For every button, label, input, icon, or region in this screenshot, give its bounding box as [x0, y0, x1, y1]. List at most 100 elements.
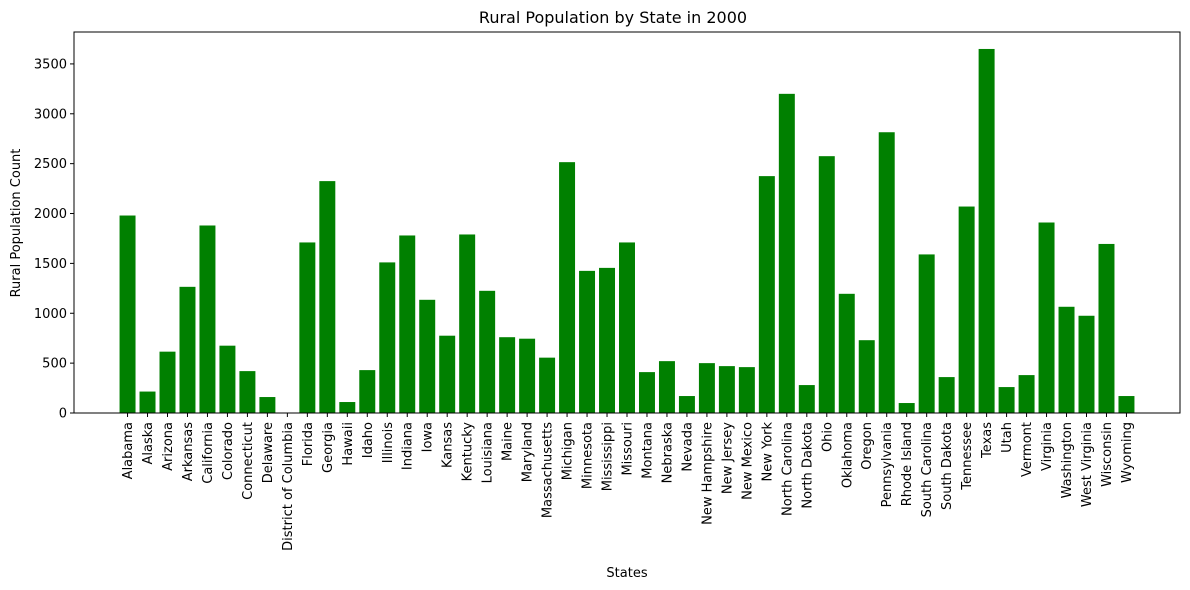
x-tick-label: Vermont	[1020, 422, 1035, 477]
x-tick-label: Oregon	[860, 422, 875, 470]
x-tick-label: Mississippi	[601, 422, 616, 491]
x-tick-label: South Carolina	[920, 422, 935, 517]
bar	[119, 215, 136, 413]
bar	[499, 337, 516, 413]
bar	[738, 367, 755, 413]
x-tick-label: Iowa	[421, 422, 436, 452]
y-tick-label: 0	[59, 407, 67, 422]
bar	[698, 363, 715, 413]
y-tick-label: 1000	[34, 307, 67, 322]
x-tick-label: Indiana	[401, 422, 416, 470]
bar	[1038, 222, 1055, 413]
x-tick-label: Alabama	[121, 422, 136, 479]
y-tick-label: 2500	[34, 157, 67, 172]
bar	[599, 267, 616, 413]
x-tick-label: New Mexico	[740, 422, 755, 500]
y-tick-label: 500	[42, 357, 67, 372]
bar	[219, 345, 236, 413]
x-tick-label: Nevada	[680, 422, 695, 472]
bar	[998, 387, 1015, 413]
bar	[898, 403, 915, 413]
x-tick-label: Washington	[1060, 422, 1075, 498]
x-tick-label: Montana	[640, 422, 655, 479]
bar	[1078, 315, 1095, 413]
bar	[758, 176, 775, 413]
bar	[918, 254, 935, 413]
x-tick-label: Rhode Island	[900, 422, 915, 506]
x-tick-label: New Jersey	[720, 422, 735, 494]
bar	[798, 385, 815, 413]
bar	[299, 242, 316, 413]
bar	[379, 262, 396, 413]
x-tick-label: Massachusetts	[541, 422, 556, 518]
bar	[399, 235, 416, 413]
plot-frame	[73, 31, 1181, 414]
bar	[619, 242, 635, 413]
x-tick-label: Maine	[501, 422, 516, 461]
bar	[319, 181, 336, 413]
bar	[778, 93, 795, 413]
x-tick-label: Hawaii	[341, 422, 356, 466]
x-tick-label: Nebraska	[660, 422, 675, 483]
bar	[559, 162, 576, 413]
bar	[579, 270, 596, 413]
x-tick-label: Virginia	[1040, 422, 1055, 471]
bar	[159, 351, 176, 413]
x-tick-label: District of Columbia	[281, 422, 296, 551]
bar	[1118, 396, 1135, 413]
bar	[139, 391, 156, 413]
x-tick-label: North Carolina	[780, 422, 795, 516]
y-tick-label: 1500	[34, 257, 67, 272]
x-tick-label: Kansas	[441, 422, 456, 468]
x-tick-label: Kentucky	[461, 422, 476, 482]
x-tick-label: Florida	[301, 422, 316, 466]
x-tick-label: New York	[760, 422, 775, 482]
y-tick-label: 2000	[34, 207, 67, 222]
x-tick-label: Delaware	[261, 422, 276, 483]
x-tick-label: Maryland	[521, 422, 536, 482]
x-tick-label: Alaska	[141, 422, 156, 465]
x-tick-label: Oklahoma	[840, 422, 855, 488]
bars-group	[119, 48, 1135, 414]
bar	[838, 293, 855, 413]
bar	[479, 290, 496, 413]
x-tick-label: Michigan	[561, 422, 576, 480]
x-tick-label: Texas	[980, 422, 995, 459]
x-tick-label: Pennsylvania	[880, 422, 895, 507]
x-tick-label: South Dakota	[940, 422, 955, 510]
x-axis-label: States	[606, 566, 647, 581]
bar	[1058, 306, 1075, 413]
bar	[638, 372, 655, 413]
bar	[658, 361, 675, 413]
bar	[459, 234, 476, 413]
bar	[359, 370, 376, 413]
y-axis-label: Rural Population Count	[9, 149, 24, 298]
bar	[818, 156, 835, 414]
x-tick-label: Wyoming	[1120, 422, 1135, 483]
y-ticks-group: 0 500 1000 1500 2000 2500 3000 3500	[34, 57, 74, 422]
bar	[858, 340, 875, 413]
x-ticks-group: Alabama Alaska Arizona Arkansas California Co…	[121, 413, 1135, 551]
x-tick-label: Louisiana	[481, 422, 496, 483]
x-tick-label: West Virginia	[1080, 422, 1095, 507]
bar	[259, 397, 276, 413]
bar	[1018, 375, 1035, 413]
x-tick-label: Arizona	[161, 422, 176, 471]
y-tick-label: 3500	[34, 57, 67, 72]
x-tick-label: Wisconsin	[1100, 422, 1115, 487]
x-tick-label: California	[201, 422, 216, 484]
x-tick-label: Utah	[1000, 422, 1015, 453]
x-tick-label: Minnesota	[581, 422, 596, 489]
bar	[339, 402, 356, 413]
bar	[978, 48, 995, 414]
x-tick-label: Arkansas	[181, 422, 196, 481]
y-tick-label: 3000	[34, 107, 67, 122]
bar	[239, 371, 256, 413]
bar	[179, 286, 196, 413]
bar	[938, 377, 955, 413]
chart-title: Rural Population by State in 2000	[479, 8, 747, 27]
x-tick-label: Idaho	[361, 422, 376, 458]
x-tick-label: Missouri	[621, 422, 636, 476]
